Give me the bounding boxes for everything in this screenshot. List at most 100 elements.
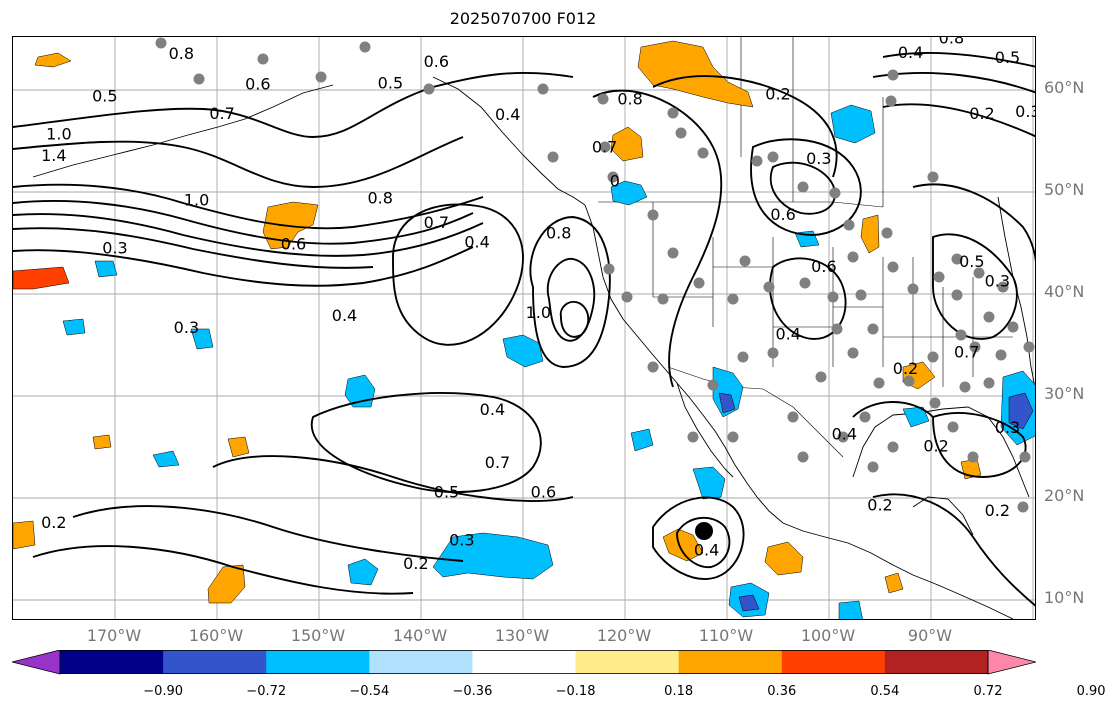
station-dot: [929, 397, 941, 409]
station-dot: [647, 209, 659, 221]
colorbar-segment: [163, 650, 267, 674]
station-dot: [967, 451, 979, 463]
contour-label: 0.3: [174, 318, 199, 337]
contour-label: 0.2: [765, 85, 790, 104]
colorbar-segment: [884, 650, 989, 674]
station-dot: [727, 431, 739, 443]
colorbar-segment: [678, 650, 783, 674]
colorbar-tick-label: 0.72: [973, 684, 1003, 699]
contour-label: 0.4: [332, 306, 357, 325]
longitude-label: 90°W: [907, 626, 953, 645]
contour-label: 0.4: [775, 324, 800, 343]
contour-label: 0.2: [867, 496, 892, 515]
station-dot: [859, 411, 871, 423]
station-dot: [787, 411, 799, 423]
station-dot: [867, 461, 879, 473]
station-dot: [951, 289, 963, 301]
station-dot: [647, 361, 659, 373]
contour-label: 0.8: [169, 44, 194, 63]
longitude-label: 100°W: [800, 626, 856, 645]
colorbar-extend-max: [987, 650, 1036, 675]
colorbar-tick-label: −0.72: [246, 684, 287, 699]
station-dot: [547, 151, 559, 163]
colorbar-tick-label: −0.54: [349, 684, 390, 699]
station-dot: [1023, 341, 1035, 353]
contour-label: 0.7: [424, 213, 449, 232]
station-dot: [837, 431, 849, 443]
colorbar-segment: [781, 650, 886, 674]
longitude-label: 140°W: [392, 626, 448, 645]
contour-label: 0.4: [898, 43, 923, 62]
contour-label: 0.3: [985, 271, 1010, 290]
observation-markers: [155, 37, 1035, 513]
contour-label: 0.6: [245, 74, 270, 93]
shaded-negative-anomaly: [62, 104, 1035, 619]
station-dot: [687, 431, 699, 443]
station-dot: [831, 323, 843, 335]
contour-label: 0.5: [959, 252, 984, 271]
storm-center-marker: [695, 522, 713, 540]
station-dot: [315, 71, 327, 83]
contour-label: 0.8: [546, 223, 571, 242]
station-dot: [955, 329, 967, 341]
colorbar-tick-label: 0.90: [1076, 684, 1105, 699]
station-dot: [887, 69, 899, 81]
latitude-label: 10°N: [1044, 588, 1085, 607]
coast-alaska: [432, 76, 586, 206]
contour-label: 0.3: [1015, 102, 1036, 121]
station-dot: [873, 377, 885, 389]
contour-label: 0.6: [811, 257, 836, 276]
station-dot: [767, 347, 779, 359]
contour-label: 0.6: [770, 205, 795, 224]
contour-label: 1.0: [46, 124, 71, 143]
colorbar-segment: [266, 650, 370, 674]
station-dot: [423, 83, 435, 95]
station-dot: [763, 281, 775, 293]
station-dot: [657, 293, 669, 305]
station-dot: [597, 93, 609, 105]
longitude-label: 130°W: [494, 626, 550, 645]
station-dot: [155, 37, 167, 49]
station-dot: [751, 155, 763, 167]
contour-label: 0.7: [954, 343, 979, 362]
longitude-label: 160°W: [188, 626, 244, 645]
station-dot: [599, 141, 611, 153]
contour-label: 0.3: [806, 149, 831, 168]
contour-label: 0.4: [495, 105, 520, 124]
contour-label: 0.7: [485, 453, 510, 472]
station-dot: [737, 351, 749, 363]
station-dot: [815, 371, 827, 383]
colorbar-tick-label: 0.54: [870, 684, 900, 699]
contour-label: 1.4: [41, 146, 66, 165]
station-dot: [667, 247, 679, 259]
station-dot: [927, 171, 939, 183]
contour-label: 0.6: [424, 52, 449, 71]
station-dot: [927, 351, 939, 363]
station-dot: [797, 181, 809, 193]
colorbar-segment: [60, 650, 164, 674]
station-dot: [947, 421, 959, 433]
station-dot: [887, 261, 899, 273]
station-dot: [867, 323, 879, 335]
contour-label: 1.0: [184, 191, 209, 210]
station-dot: [675, 127, 687, 139]
contour-label: 0.7: [209, 104, 234, 123]
contour-labels: 0.6 0.5 0.8 0.6 0.7 0.5 0.4 1.0 1.4 1.0 0.8 0.7 0.4 0…: [41, 37, 1036, 573]
station-dot: [603, 263, 615, 275]
station-dot: [697, 147, 709, 159]
contour-label: 0.3: [102, 239, 127, 258]
map-panel[interactable]: 0.6 0.5 0.8 0.6 0.7 0.5 0.4 1.0 1.4 1.0 0.8 0.7 0.4 0…: [12, 36, 1036, 620]
contour-label: 0.4: [694, 541, 719, 560]
contour-label: 0.7: [592, 138, 617, 157]
coast-gulf: [852, 406, 1030, 498]
station-dot: [969, 341, 981, 353]
contour-label: 0.4: [832, 424, 857, 443]
latitude-label: 40°N: [1044, 282, 1085, 301]
contour-lines: [13, 51, 1035, 607]
shaded-positive-anomaly: [13, 40, 982, 604]
contour-label: 0.5: [434, 482, 459, 501]
station-dot: [847, 347, 859, 359]
contour-label: 0.8: [617, 90, 642, 109]
border-canada-provinces: [792, 37, 884, 207]
latitude-label: 50°N: [1044, 180, 1085, 199]
